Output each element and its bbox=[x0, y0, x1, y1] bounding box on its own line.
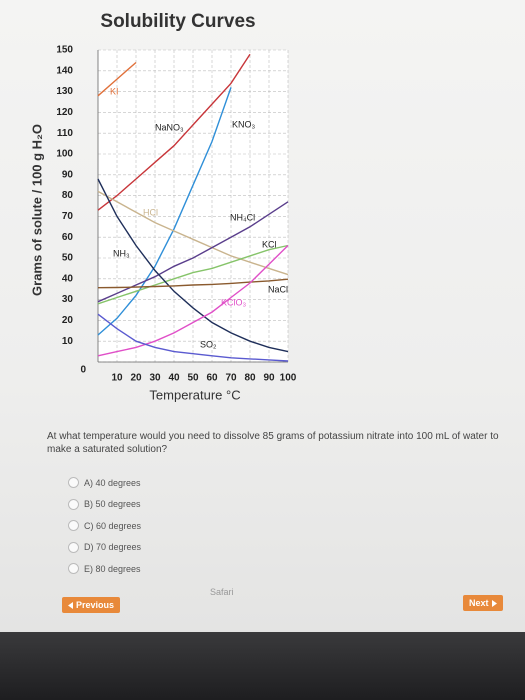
browser-label: Safari bbox=[210, 587, 234, 597]
y-tick-label: 90 bbox=[62, 169, 74, 180]
arrow-left bbox=[68, 601, 73, 609]
screen-bezel bbox=[0, 632, 525, 700]
series-label: KNO₃ bbox=[232, 119, 256, 129]
series-line bbox=[97, 245, 289, 357]
y-axis-label: Grams of solute / 100 g H₂O bbox=[29, 124, 44, 296]
y-tick-label: 30 bbox=[62, 294, 74, 305]
series-label: NaCl bbox=[268, 284, 288, 294]
series-line bbox=[97, 178, 289, 353]
y-tick-label: 120 bbox=[56, 107, 73, 118]
series-label: KClO₃ bbox=[221, 297, 247, 307]
series-line bbox=[97, 190, 289, 276]
option-label: E) 80 degrees bbox=[84, 563, 141, 574]
y-tick-label: 0 bbox=[80, 365, 86, 376]
y-tick-label: 40 bbox=[62, 273, 74, 284]
radio-button[interactable] bbox=[68, 477, 79, 488]
chart-title: Solubility Curves bbox=[100, 11, 255, 32]
y-tick-label: 110 bbox=[57, 128, 74, 139]
x-tick-label: 50 bbox=[187, 373, 199, 384]
series-label: NH₃ bbox=[113, 248, 130, 258]
series-line bbox=[97, 87, 232, 336]
answer-option[interactable]: B) 50 degrees bbox=[68, 498, 141, 510]
y-tick-label: 20 bbox=[62, 315, 74, 326]
y-tick-label: 150 bbox=[56, 45, 73, 56]
answer-option[interactable]: A) 40 degrees bbox=[68, 477, 141, 488]
series-line bbox=[97, 313, 289, 362]
previous-button[interactable]: Previous bbox=[62, 597, 121, 613]
x-tick-label: 100 bbox=[280, 373, 297, 384]
x-tick-label: 60 bbox=[206, 373, 218, 384]
screen: Solubility Curves Grams of solute / 100 … bbox=[0, 0, 525, 632]
series-label: HCl bbox=[143, 207, 158, 217]
answer-option[interactable]: D) 70 degrees bbox=[68, 541, 142, 553]
x-tick-label: 10 bbox=[111, 373, 123, 384]
x-axis-label: Temperature °C bbox=[149, 387, 240, 402]
series-label: NaNO₃ bbox=[155, 122, 184, 132]
series-label: NH₄Cl bbox=[230, 212, 255, 222]
y-tick-label: 80 bbox=[62, 190, 74, 201]
x-tick-label: 80 bbox=[244, 373, 256, 384]
x-tick-label: 70 bbox=[225, 373, 237, 384]
y-tick-label: 140 bbox=[56, 65, 73, 76]
y-tick-label: 100 bbox=[56, 149, 73, 160]
y-tick-label: 60 bbox=[62, 232, 74, 243]
x-tick-label: 30 bbox=[149, 373, 161, 384]
x-tick-label: 90 bbox=[263, 373, 275, 384]
y-tick-label: 50 bbox=[62, 253, 74, 264]
y-tick-label: 10 bbox=[62, 336, 74, 347]
answer-option[interactable]: E) 80 degrees bbox=[68, 563, 141, 574]
radio-button[interactable] bbox=[68, 541, 79, 553]
next-label: Next bbox=[469, 598, 489, 608]
option-label: D) 70 degrees bbox=[84, 542, 142, 552]
previous-label: Previous bbox=[76, 600, 115, 610]
radio-button[interactable] bbox=[68, 498, 79, 510]
series-line bbox=[97, 244, 289, 305]
series-label: KCl bbox=[262, 239, 277, 249]
series-line bbox=[97, 53, 251, 211]
radio-button[interactable] bbox=[68, 520, 79, 531]
arrow-right bbox=[491, 599, 497, 607]
series-label: SO₂ bbox=[200, 339, 217, 349]
y-tick-label: 130 bbox=[56, 86, 73, 97]
chart: Solubility Curves Grams of solute / 100 … bbox=[29, 11, 297, 402]
answer-option[interactable]: C) 60 degrees bbox=[68, 520, 141, 531]
y-tick-label: 70 bbox=[62, 211, 74, 222]
x-tick-label: 40 bbox=[168, 373, 180, 384]
option-label: A) 40 degrees bbox=[84, 477, 141, 488]
series-label: KI bbox=[110, 86, 119, 96]
next-button[interactable]: Next bbox=[463, 595, 503, 611]
x-tick-label: 20 bbox=[130, 373, 142, 384]
question: At what temperature would you need to di… bbox=[47, 431, 499, 455]
option-label: C) 60 degrees bbox=[84, 520, 142, 531]
radio-button[interactable] bbox=[68, 563, 79, 574]
option-label: B) 50 degrees bbox=[84, 499, 141, 509]
series-line bbox=[97, 61, 137, 97]
series-line bbox=[97, 278, 289, 289]
